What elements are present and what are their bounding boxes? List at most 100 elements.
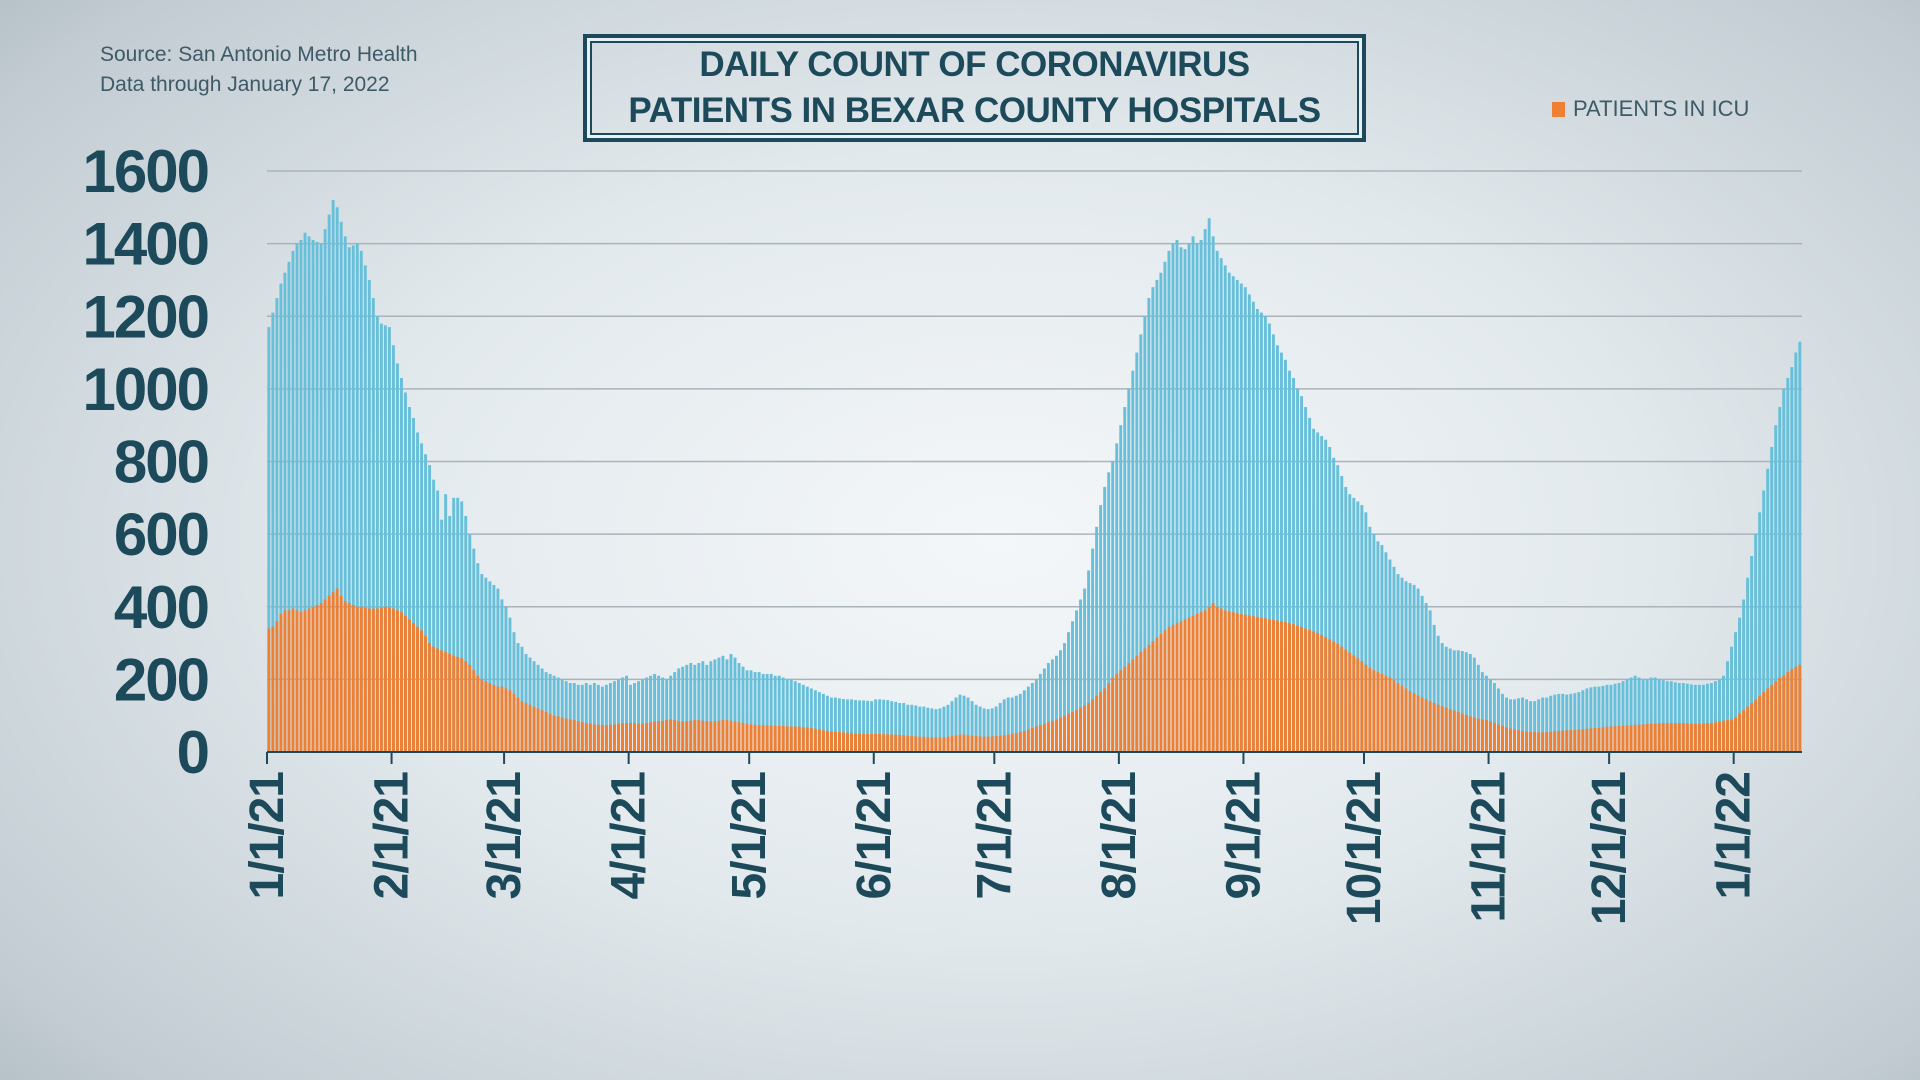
bar-icu	[653, 721, 657, 752]
bar-hospitalized	[1018, 693, 1022, 752]
bar-hospitalized	[1657, 679, 1661, 752]
bar-icu	[765, 725, 769, 752]
bar-hospitalized	[966, 697, 970, 752]
bar-icu	[926, 737, 930, 752]
bar-icu	[745, 723, 749, 752]
bar-hospitalized	[1718, 679, 1721, 752]
bar-icu	[681, 721, 685, 752]
bar-hospitalized	[1786, 377, 1790, 752]
bar-icu	[809, 728, 813, 752]
bar-icu	[1440, 706, 1444, 752]
bar-icu	[420, 630, 424, 752]
bar-hospitalized	[408, 407, 411, 752]
bar-hospitalized	[616, 679, 620, 752]
bar-icu	[1263, 618, 1267, 752]
bar-hospitalized	[1645, 679, 1649, 752]
bar-icu	[1292, 624, 1295, 752]
bar-icu	[1336, 643, 1340, 752]
bar-hospitalized	[355, 243, 359, 752]
bar-hospitalized	[773, 675, 777, 752]
bar-icu	[962, 734, 966, 752]
bar-icu	[1247, 615, 1251, 752]
bar-icu	[641, 723, 645, 752]
bar-hospitalized	[1360, 505, 1364, 752]
bar-hospitalized	[1440, 643, 1444, 752]
bar-hospitalized	[283, 272, 287, 752]
bar-hospitalized	[404, 392, 407, 752]
bar-hospitalized	[1380, 545, 1384, 752]
bar-hospitalized	[854, 700, 857, 752]
bar-hospitalized	[653, 673, 657, 752]
bar-icu	[910, 736, 914, 752]
bar-hospitalized	[749, 670, 753, 752]
bar-hospitalized	[669, 675, 673, 752]
bar-hospitalized	[1464, 652, 1468, 752]
bar-icu	[532, 706, 536, 752]
bar-icu	[1071, 712, 1074, 752]
bar-hospitalized	[412, 417, 415, 752]
bar-icu	[922, 736, 926, 752]
bar-hospitalized	[472, 548, 476, 752]
bar-hospitalized	[1364, 512, 1368, 752]
bar-hospitalized	[1275, 345, 1279, 752]
bar-icu	[556, 716, 560, 752]
bar-hospitalized	[1038, 673, 1042, 752]
bar-hospitalized	[809, 688, 813, 752]
bar-icu	[1030, 728, 1034, 752]
bar-hospitalized	[448, 515, 452, 752]
bar-icu	[1115, 673, 1119, 752]
bar-icu	[938, 737, 942, 752]
bar-hospitalized	[387, 327, 391, 752]
bar-hospitalized	[1593, 686, 1597, 752]
bar-icu	[998, 735, 1002, 752]
bar-icu	[986, 736, 990, 752]
bar-icu	[689, 720, 693, 752]
bar-icu	[874, 733, 878, 752]
bar-hospitalized	[793, 681, 797, 752]
bar-icu	[769, 725, 773, 752]
bar-icu	[1211, 603, 1215, 752]
bar-hospitalized	[504, 606, 508, 752]
bar-icu	[761, 725, 765, 752]
bar-icu	[697, 720, 701, 752]
bar-icu	[1705, 722, 1709, 752]
bar-icu	[1083, 705, 1087, 752]
bar-hospitalized	[339, 221, 343, 752]
bar-hospitalized	[1420, 595, 1424, 752]
bar-hospitalized	[1673, 682, 1677, 752]
bar-hospitalized	[1143, 316, 1147, 752]
bar-icu	[1605, 726, 1609, 752]
bar-hospitalized	[424, 454, 428, 752]
bar-icu	[757, 725, 761, 752]
bar-hospitalized	[1697, 684, 1701, 752]
bar-icu	[677, 721, 681, 752]
bar-icu	[1119, 670, 1123, 752]
bar-hospitalized	[1641, 679, 1645, 752]
bar-icu	[733, 721, 737, 752]
bar-hospitalized	[1115, 443, 1119, 752]
bar-hospitalized	[785, 679, 789, 752]
bar-hospitalized	[1215, 250, 1219, 752]
bar-hospitalized	[870, 701, 874, 752]
bar-icu	[432, 646, 436, 752]
bar-icu	[323, 599, 327, 752]
bar-icu	[1384, 675, 1388, 752]
bar-hospitalized	[1388, 559, 1392, 752]
bar-icu	[1565, 730, 1569, 752]
bar-icu	[440, 650, 444, 752]
bar-icu	[1143, 648, 1147, 752]
bar-hospitalized	[1742, 599, 1746, 752]
bar-icu	[1774, 681, 1778, 752]
bar-icu	[1509, 728, 1512, 752]
bar-hospitalized	[1476, 664, 1480, 752]
bar-hospitalized	[1541, 697, 1545, 752]
bar-hospitalized	[1681, 683, 1685, 752]
bar-hospitalized	[685, 664, 689, 752]
bar-icu	[1219, 608, 1223, 752]
bar-icu	[512, 693, 516, 752]
bar-icu	[1677, 722, 1681, 752]
bar-icu	[1239, 614, 1243, 752]
bar-hospitalized	[1103, 486, 1107, 752]
bar-icu	[789, 726, 793, 752]
